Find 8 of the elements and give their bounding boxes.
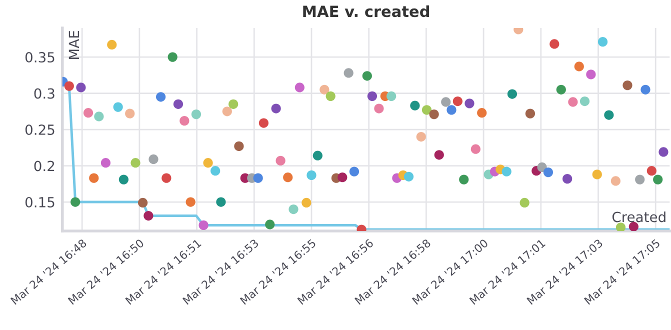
y-axis-title: MAE (68, 30, 80, 59)
y-tick-label: 0.2 (34, 160, 54, 172)
y-tick-label: 0.3 (34, 88, 54, 99)
x-axis-title: Created (612, 211, 666, 222)
y-tick-label: 0.25 (25, 124, 54, 135)
chart-title: MAE v. created (303, 5, 429, 18)
y-tick-label: 0.35 (25, 52, 54, 63)
y-tick-label: 0.15 (25, 196, 54, 208)
